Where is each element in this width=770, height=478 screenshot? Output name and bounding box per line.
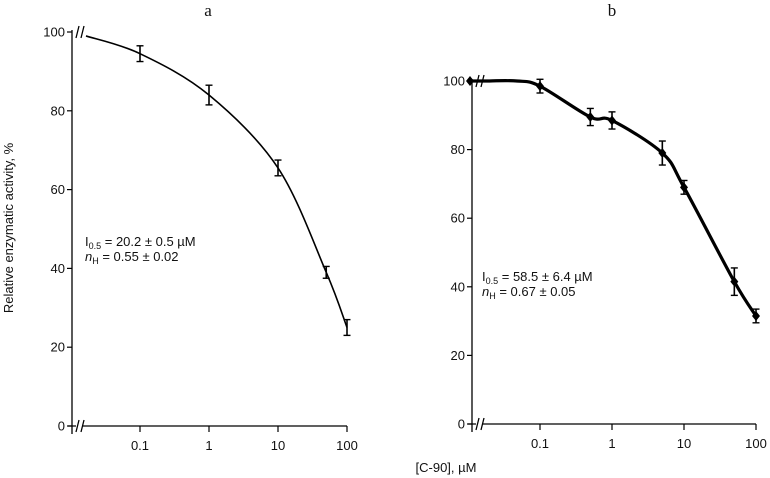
- axis-break-mark: [75, 25, 80, 39]
- x-tick-label: 100: [336, 438, 358, 453]
- data-point-marker: [536, 81, 544, 92]
- y-tick-label: 60: [51, 182, 65, 197]
- control-point-marker: [466, 76, 474, 86]
- y-tick-label: 100: [43, 25, 65, 40]
- data-point-marker: [730, 276, 739, 287]
- i05-value: = 58.5 ± 6.4 µM: [498, 269, 592, 284]
- y-tick-label: 100: [443, 74, 465, 89]
- x-tick-label: 10: [677, 436, 691, 451]
- x-tick-label: 1: [205, 438, 212, 453]
- data-point-marker: [608, 115, 616, 126]
- axis-break-mark: [475, 417, 480, 431]
- y-tick-label: 0: [458, 417, 465, 432]
- y-tick-label: 20: [451, 348, 465, 363]
- axis-break-gap: [76, 420, 83, 432]
- fit-curve: [472, 79, 758, 317]
- axis-break-gap: [76, 26, 83, 38]
- panel-label: a: [204, 1, 212, 20]
- i05-symbol: I: [482, 269, 486, 284]
- panel-label: b: [608, 1, 617, 20]
- axis-break-mark: [80, 419, 85, 433]
- y-tick-label: 40: [51, 261, 65, 276]
- hill-subscript: H: [489, 291, 496, 301]
- x-axis-label: [C-90], µM: [416, 460, 477, 475]
- x-tick-label: 10: [271, 438, 285, 453]
- data-point-marker: [680, 182, 688, 193]
- axis-break-mark: [75, 419, 80, 433]
- x-tick-label: 100: [745, 436, 767, 451]
- y-tick-label: 60: [451, 211, 465, 226]
- hill-annotation: nH = 0.55 ± 0.02: [85, 249, 179, 266]
- i05-annotation: I0.5 = 20.2 ± 0.5 µM: [85, 234, 196, 251]
- hill-value: = 0.67 ± 0.05: [496, 284, 576, 299]
- axis-break-mark: [80, 25, 85, 39]
- i05-value: = 20.2 ± 0.5 µM: [101, 234, 195, 249]
- i05-subscript: 0.5: [89, 241, 102, 251]
- fit-curve: [85, 35, 348, 328]
- panel-b: b 0 20 40 60 80 100 0.1 1 10 100 I0.5 = 58.5 ± 6.4 …: [443, 1, 767, 451]
- i05-subscript: 0.5: [486, 276, 499, 286]
- hill-subscript: H: [92, 256, 99, 266]
- y-axis-label: Relative enzymatic activity, %: [1, 142, 16, 313]
- axis-break-mark: [480, 417, 485, 431]
- hill-symbol: n: [85, 249, 92, 264]
- y-tick-label: 40: [451, 279, 465, 294]
- panel-a: a 0 20 40 60 80 100 0.1 1 10 100 I0.5 = 20.2 ± 0.5 …: [43, 1, 358, 453]
- x-tick-label: 0.1: [131, 438, 149, 453]
- hill-symbol: n: [482, 284, 489, 299]
- data-point-marker: [658, 148, 667, 159]
- y-tick-label: 20: [51, 340, 65, 355]
- x-tick-label: 0.1: [531, 436, 549, 451]
- data-point-marker: [586, 112, 595, 123]
- y-tick-label: 80: [51, 103, 65, 118]
- i05-annotation: I0.5 = 58.5 ± 6.4 µM: [482, 269, 593, 286]
- axis-break-gap: [476, 418, 483, 430]
- y-tick-label: 0: [58, 419, 65, 434]
- i05-symbol: I: [85, 234, 89, 249]
- data-point-marker: [752, 310, 760, 321]
- y-tick-label: 80: [451, 142, 465, 157]
- x-tick-label: 1: [608, 436, 615, 451]
- hill-annotation: nH = 0.67 ± 0.05: [482, 284, 576, 301]
- hill-value: = 0.55 ± 0.02: [99, 249, 179, 264]
